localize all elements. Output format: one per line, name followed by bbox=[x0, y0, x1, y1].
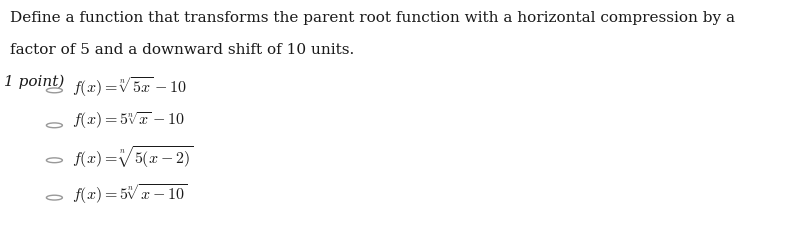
Text: factor of 5 and a downward shift of 10 units.: factor of 5 and a downward shift of 10 u… bbox=[10, 43, 354, 57]
Text: $\it{f}(\it{x}) = \sqrt[n]{5(\it{x}-2)}$: $\it{f}(\it{x}) = \sqrt[n]{5(\it{x}-2)}$ bbox=[72, 145, 194, 171]
Text: 1 point): 1 point) bbox=[4, 75, 64, 89]
Text: $\it{f}(\it{x}) = \sqrt[n]{5\it{x}} - 10$: $\it{f}(\it{x}) = \sqrt[n]{5\it{x}} - 10… bbox=[72, 75, 186, 99]
Text: $\it{f}(\it{x}) = 5\sqrt[n]{\it{x}-10}$: $\it{f}(\it{x}) = 5\sqrt[n]{\it{x}-10}$ bbox=[72, 182, 187, 206]
Text: $\it{f}(\it{x}) = 5\sqrt[n]{\it{x}} - 10$: $\it{f}(\it{x}) = 5\sqrt[n]{\it{x}} - 10… bbox=[72, 110, 185, 131]
Text: Define a function that transforms the parent root function with a horizontal com: Define a function that transforms the pa… bbox=[10, 11, 734, 25]
